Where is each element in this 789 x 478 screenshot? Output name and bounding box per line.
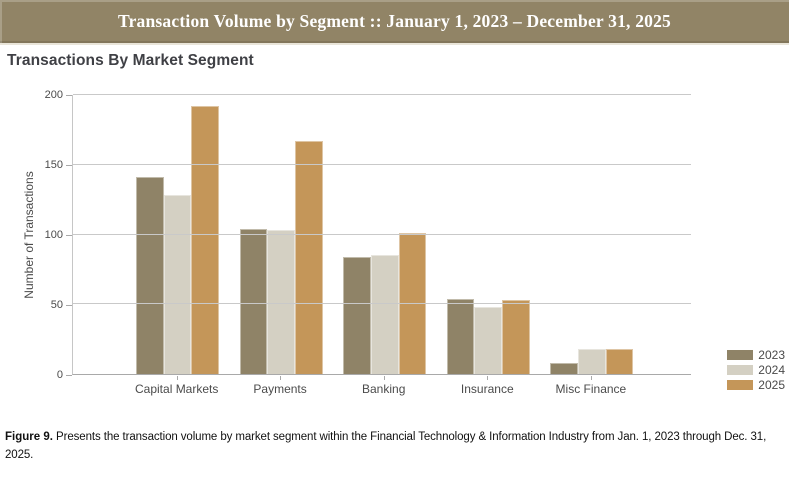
chart-section: Transactions By Market Segment Number of… <box>0 45 789 416</box>
y-tick-mark-200 <box>66 95 72 96</box>
y-tick-mark-50 <box>66 305 72 306</box>
x-axis-label-banking: Banking <box>362 382 406 396</box>
x-tick-mark-banking <box>383 376 385 380</box>
x-axis-category-insurance: Insurance <box>446 376 529 400</box>
legend: 2023 2024 2025 <box>727 348 785 395</box>
y-tick-label-150: 150 <box>44 159 63 171</box>
legend-item-2023: 2023 <box>727 348 785 362</box>
y-tick-label-0: 0 <box>56 369 63 381</box>
x-axis-label-capital-markets: Capital Markets <box>135 382 219 396</box>
bar-2025-misc-finance <box>605 348 634 374</box>
legend-item-2025: 2025 <box>727 378 785 392</box>
x-axis-category-banking: Banking <box>342 376 425 400</box>
bar-2025-insurance <box>502 300 530 374</box>
plot-area <box>72 94 691 375</box>
bar-2024-banking <box>370 255 399 374</box>
legend-swatch-2025 <box>727 380 754 390</box>
legend-swatch-2024 <box>727 365 754 375</box>
legend-label-2025: 2025 <box>758 378 785 392</box>
bar-2025-payments <box>294 141 323 374</box>
bar-chart: Number of Transactions 0 50 100 150 200 Capi… <box>0 89 789 416</box>
gridline-100 <box>73 233 691 235</box>
chart-title: Transactions By Market Segment <box>7 52 254 69</box>
gridline-200 <box>73 94 691 95</box>
bar-2023-capital-markets <box>136 177 164 374</box>
legend-label-2023: 2023 <box>758 348 785 362</box>
figure-caption-text: Presents the transaction volume by marke… <box>5 431 767 461</box>
x-axis-labels: Capital Markets Payments Banking Insurance M… <box>72 376 691 400</box>
bar-group-misc-finance <box>550 95 634 374</box>
y-tick-label-100: 100 <box>44 229 63 241</box>
legend-label-2024: 2024 <box>758 363 785 377</box>
x-axis-label-misc-finance: Misc Finance <box>555 382 627 396</box>
x-axis-label-insurance: Insurance <box>460 382 514 396</box>
banner-title: Transaction Volume by Segment :: January… <box>118 11 671 31</box>
bar-2024-insurance <box>474 307 503 374</box>
bars-container <box>73 95 691 374</box>
x-tick-mark-payments <box>280 376 282 380</box>
legend-item-2024: 2024 <box>727 363 785 377</box>
y-tick-label-200: 200 <box>44 89 63 101</box>
y-tick-mark-100 <box>66 235 72 236</box>
gridline-50 <box>73 303 691 305</box>
bar-2024-payments <box>267 230 295 374</box>
bar-2024-misc-finance <box>578 348 606 374</box>
bar-2025-capital-markets <box>191 106 220 374</box>
bar-2024-capital-markets <box>163 195 192 374</box>
header-banner: Transaction Volume by Segment :: January… <box>0 0 789 45</box>
bar-2023-payments <box>239 228 268 374</box>
y-tick-label-50: 50 <box>50 299 63 311</box>
figure-caption: Figure 9. Presents the transaction volum… <box>5 428 784 464</box>
x-axis-label-payments: Payments <box>253 382 307 396</box>
legend-swatch-2023 <box>727 350 754 360</box>
bar-2023-insurance <box>446 298 475 374</box>
x-tick-mark-capital-markets <box>176 376 178 380</box>
bar-group-banking <box>343 95 427 374</box>
figure-caption-label: Figure 9. <box>5 431 53 443</box>
x-tick-mark-misc-finance <box>590 376 592 380</box>
bar-2023-banking <box>343 256 371 374</box>
x-axis-category-payments: Payments <box>239 376 322 400</box>
x-axis-category-misc-finance: Misc Finance <box>549 376 632 400</box>
bar-group-payments <box>239 95 323 374</box>
y-tick-mark-150 <box>66 165 72 166</box>
bar-2023-misc-finance <box>550 362 579 374</box>
x-tick-mark-insurance <box>487 376 489 380</box>
bar-group-insurance <box>446 95 530 374</box>
x-axis-category-capital-markets: Capital Markets <box>135 376 218 400</box>
bar-group-capital-markets <box>136 95 220 374</box>
y-tick-mark-0 <box>66 375 72 376</box>
gridline-150 <box>73 163 691 165</box>
